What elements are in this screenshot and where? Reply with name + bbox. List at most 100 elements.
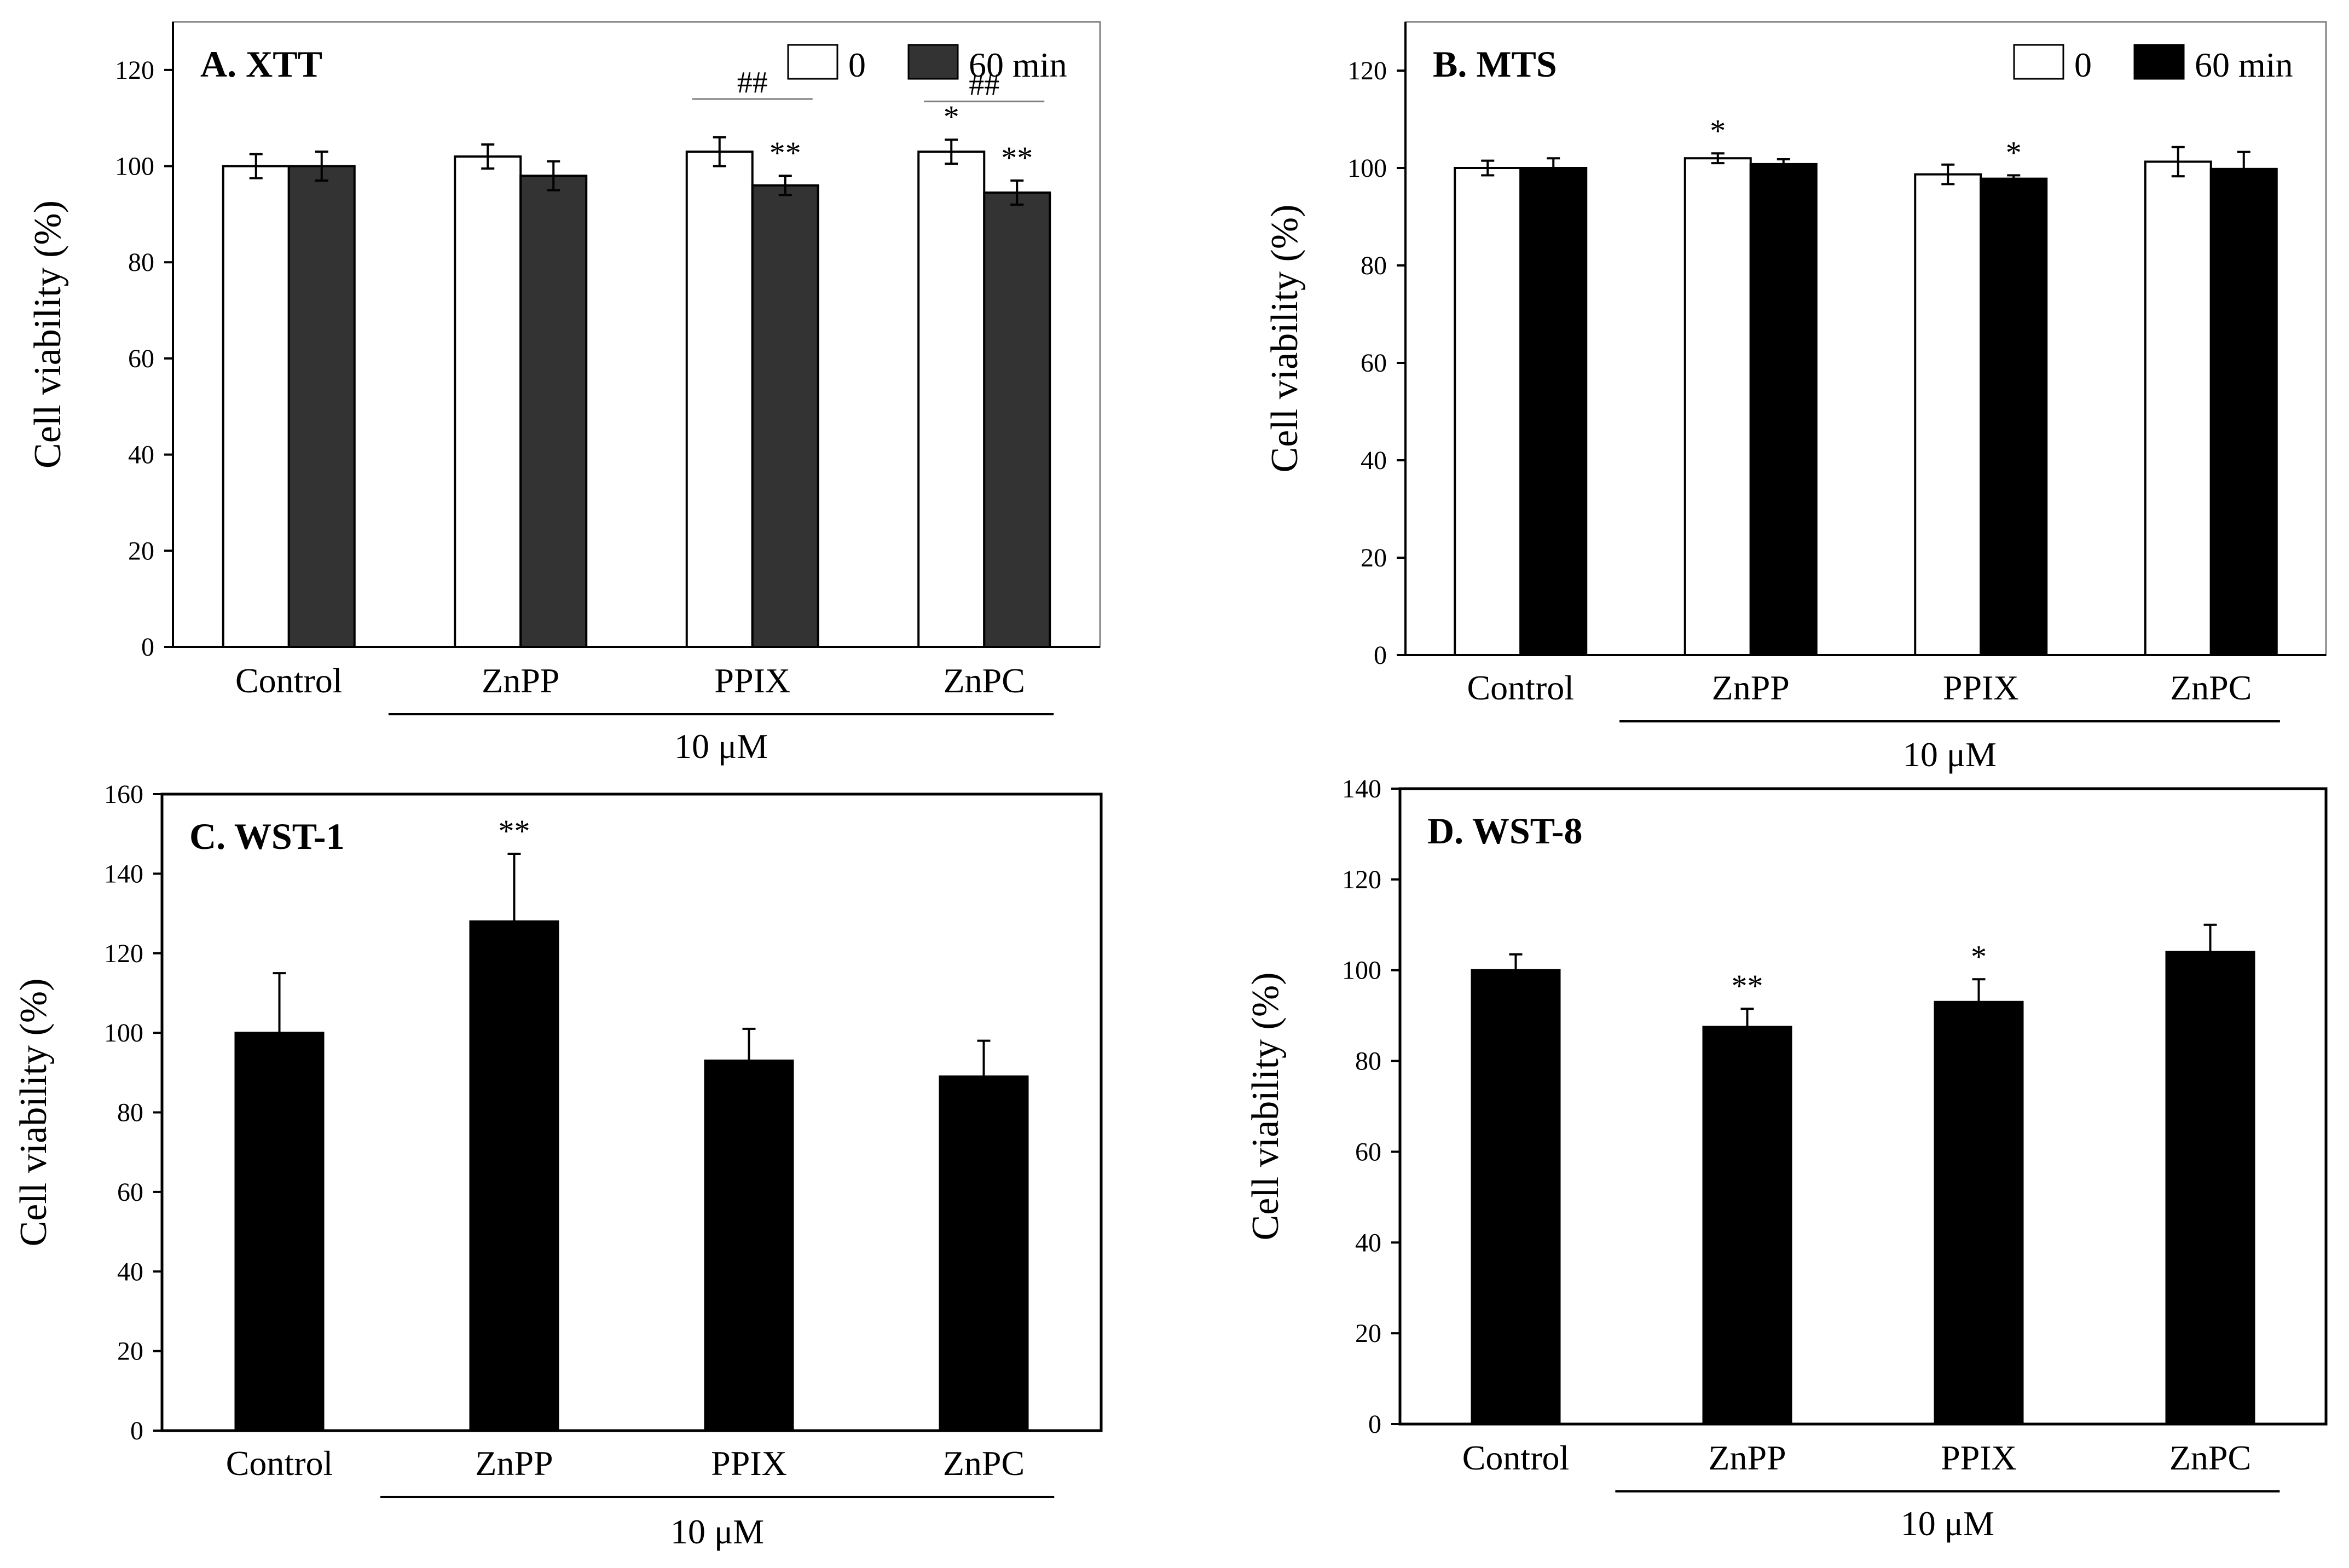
- y-tick-label: 100: [115, 152, 154, 181]
- y-axis-title: Cell viability (%): [1245, 973, 1287, 1241]
- category-label: ZnPP: [1708, 1438, 1786, 1477]
- y-tick-label: 0: [141, 633, 154, 662]
- category-label: ZnPC: [2170, 668, 2252, 707]
- bar: [751, 184, 819, 648]
- legend-swatch: [787, 44, 838, 80]
- y-tick-label: 40: [1361, 446, 1387, 475]
- group-label: 10 μM: [1901, 1504, 1994, 1543]
- y-tick-label: 60: [128, 344, 154, 373]
- y-tick-label: 80: [128, 248, 154, 277]
- bar: [1454, 167, 1522, 656]
- panel-title: D. WST-8: [1427, 810, 1582, 852]
- legend-label: 0: [2074, 45, 2092, 84]
- bar: [519, 175, 588, 649]
- bar: [685, 151, 754, 648]
- legend-swatch: [2133, 44, 2185, 80]
- bar: [2165, 951, 2255, 1425]
- bar: [234, 1032, 325, 1432]
- y-tick-label: 120: [1347, 56, 1387, 85]
- category-label: Control: [1467, 668, 1574, 707]
- category-label: PPIX: [711, 1444, 787, 1483]
- bar: [1683, 157, 1752, 656]
- bar: [454, 155, 522, 648]
- y-tick-label: 140: [1342, 774, 1381, 803]
- y-tick-label: 40: [1355, 1228, 1381, 1257]
- y-tick-label: 20: [117, 1337, 143, 1366]
- significance-mark: **: [1732, 968, 1763, 1004]
- category-label: PPIX: [1943, 668, 2019, 707]
- significance-mark: *: [2006, 135, 2022, 170]
- bar: [1914, 173, 1982, 656]
- category-label: ZnPC: [2169, 1438, 2251, 1477]
- bar: [1749, 163, 1818, 656]
- bar: [917, 151, 986, 648]
- y-tick-label: 40: [128, 441, 154, 470]
- panel-b-mts: 0 20 40 60 80 100 120 Cell viability (%) B. MTS C…: [1264, 21, 2327, 774]
- comparison-mark: ##: [737, 66, 768, 100]
- comparison-mark: ##: [969, 68, 999, 102]
- bar: [2209, 167, 2278, 656]
- category-label: ZnPP: [482, 661, 559, 700]
- group-label: 10 μM: [1903, 735, 1997, 774]
- category-label: ZnPC: [944, 661, 1025, 700]
- y-tick-label: 80: [117, 1098, 143, 1127]
- y-tick-label: 120: [115, 56, 154, 85]
- bar: [469, 920, 559, 1432]
- y-tick-label: 160: [104, 780, 143, 809]
- category-label: ZnPP: [475, 1444, 553, 1483]
- panel-title: A. XTT: [200, 43, 322, 85]
- y-tick-label: 20: [1355, 1319, 1381, 1348]
- legend-label: 60 min: [2195, 45, 2293, 84]
- panel-a-xtt: 0 20 40 60 80 100 120 Cell viability (%) A. XTT C…: [27, 21, 1101, 766]
- significance-mark: *: [1710, 113, 1726, 148]
- significance-mark: **: [1001, 140, 1033, 176]
- bar: [1471, 969, 1561, 1425]
- group-label: 10 μM: [674, 727, 768, 766]
- bar: [1934, 1000, 2024, 1425]
- panel-title: B. MTS: [1433, 43, 1557, 85]
- significance-mark: **: [770, 135, 801, 171]
- y-tick-label: 60: [1361, 349, 1387, 378]
- y-tick-label: 60: [117, 1178, 143, 1207]
- y-tick-label: 100: [1342, 956, 1381, 985]
- y-tick-label: 0: [130, 1416, 143, 1445]
- category-label: PPIX: [714, 661, 790, 700]
- y-tick-label: 80: [1361, 251, 1387, 280]
- bar: [1980, 177, 2048, 656]
- category-label: ZnPP: [1712, 668, 1790, 707]
- significance-mark: **: [499, 813, 530, 849]
- y-tick-label: 120: [1342, 865, 1381, 894]
- legend-swatch: [907, 44, 959, 80]
- category-label: PPIX: [1941, 1438, 2017, 1477]
- legend-label: 60 min: [969, 45, 1067, 84]
- y-tick-label: 0: [1368, 1410, 1381, 1439]
- panel-d-wst8: 0 20 40 60 80 100 120 140 Cell viability (%) D. W…: [1245, 774, 2328, 1543]
- bar: [983, 191, 1051, 649]
- y-tick-label: 60: [1355, 1137, 1381, 1166]
- category-label: ZnPC: [943, 1444, 1025, 1483]
- y-tick-label: 20: [1361, 543, 1387, 572]
- y-tick-label: 20: [128, 536, 154, 565]
- y-tick-label: 0: [1374, 641, 1387, 670]
- y-tick-label: 80: [1355, 1047, 1381, 1076]
- y-axis-title: Cell viability (%): [1264, 205, 1306, 473]
- y-tick-label: 140: [104, 859, 143, 888]
- category-label: Control: [235, 661, 343, 700]
- group-label: 10 μM: [670, 1512, 764, 1551]
- bar: [939, 1075, 1029, 1432]
- y-tick-label: 120: [104, 939, 143, 968]
- panel-title: C. WST-1: [189, 815, 344, 857]
- y-axis-title: Cell viability (%): [27, 200, 69, 468]
- bar: [2144, 160, 2212, 656]
- category-label: Control: [1462, 1438, 1570, 1477]
- bar: [1702, 1026, 1792, 1425]
- bar: [222, 165, 290, 648]
- bar: [287, 165, 356, 648]
- significance-mark: *: [1971, 939, 1987, 974]
- y-tick-label: 100: [1347, 154, 1387, 183]
- bar: [704, 1060, 794, 1432]
- legend-label: 0: [848, 45, 866, 84]
- y-tick-label: 100: [104, 1019, 143, 1048]
- panel-c-wst1: 0 20 40 60 80 100 120 140 160 Cell viability (%) C…: [13, 780, 1103, 1551]
